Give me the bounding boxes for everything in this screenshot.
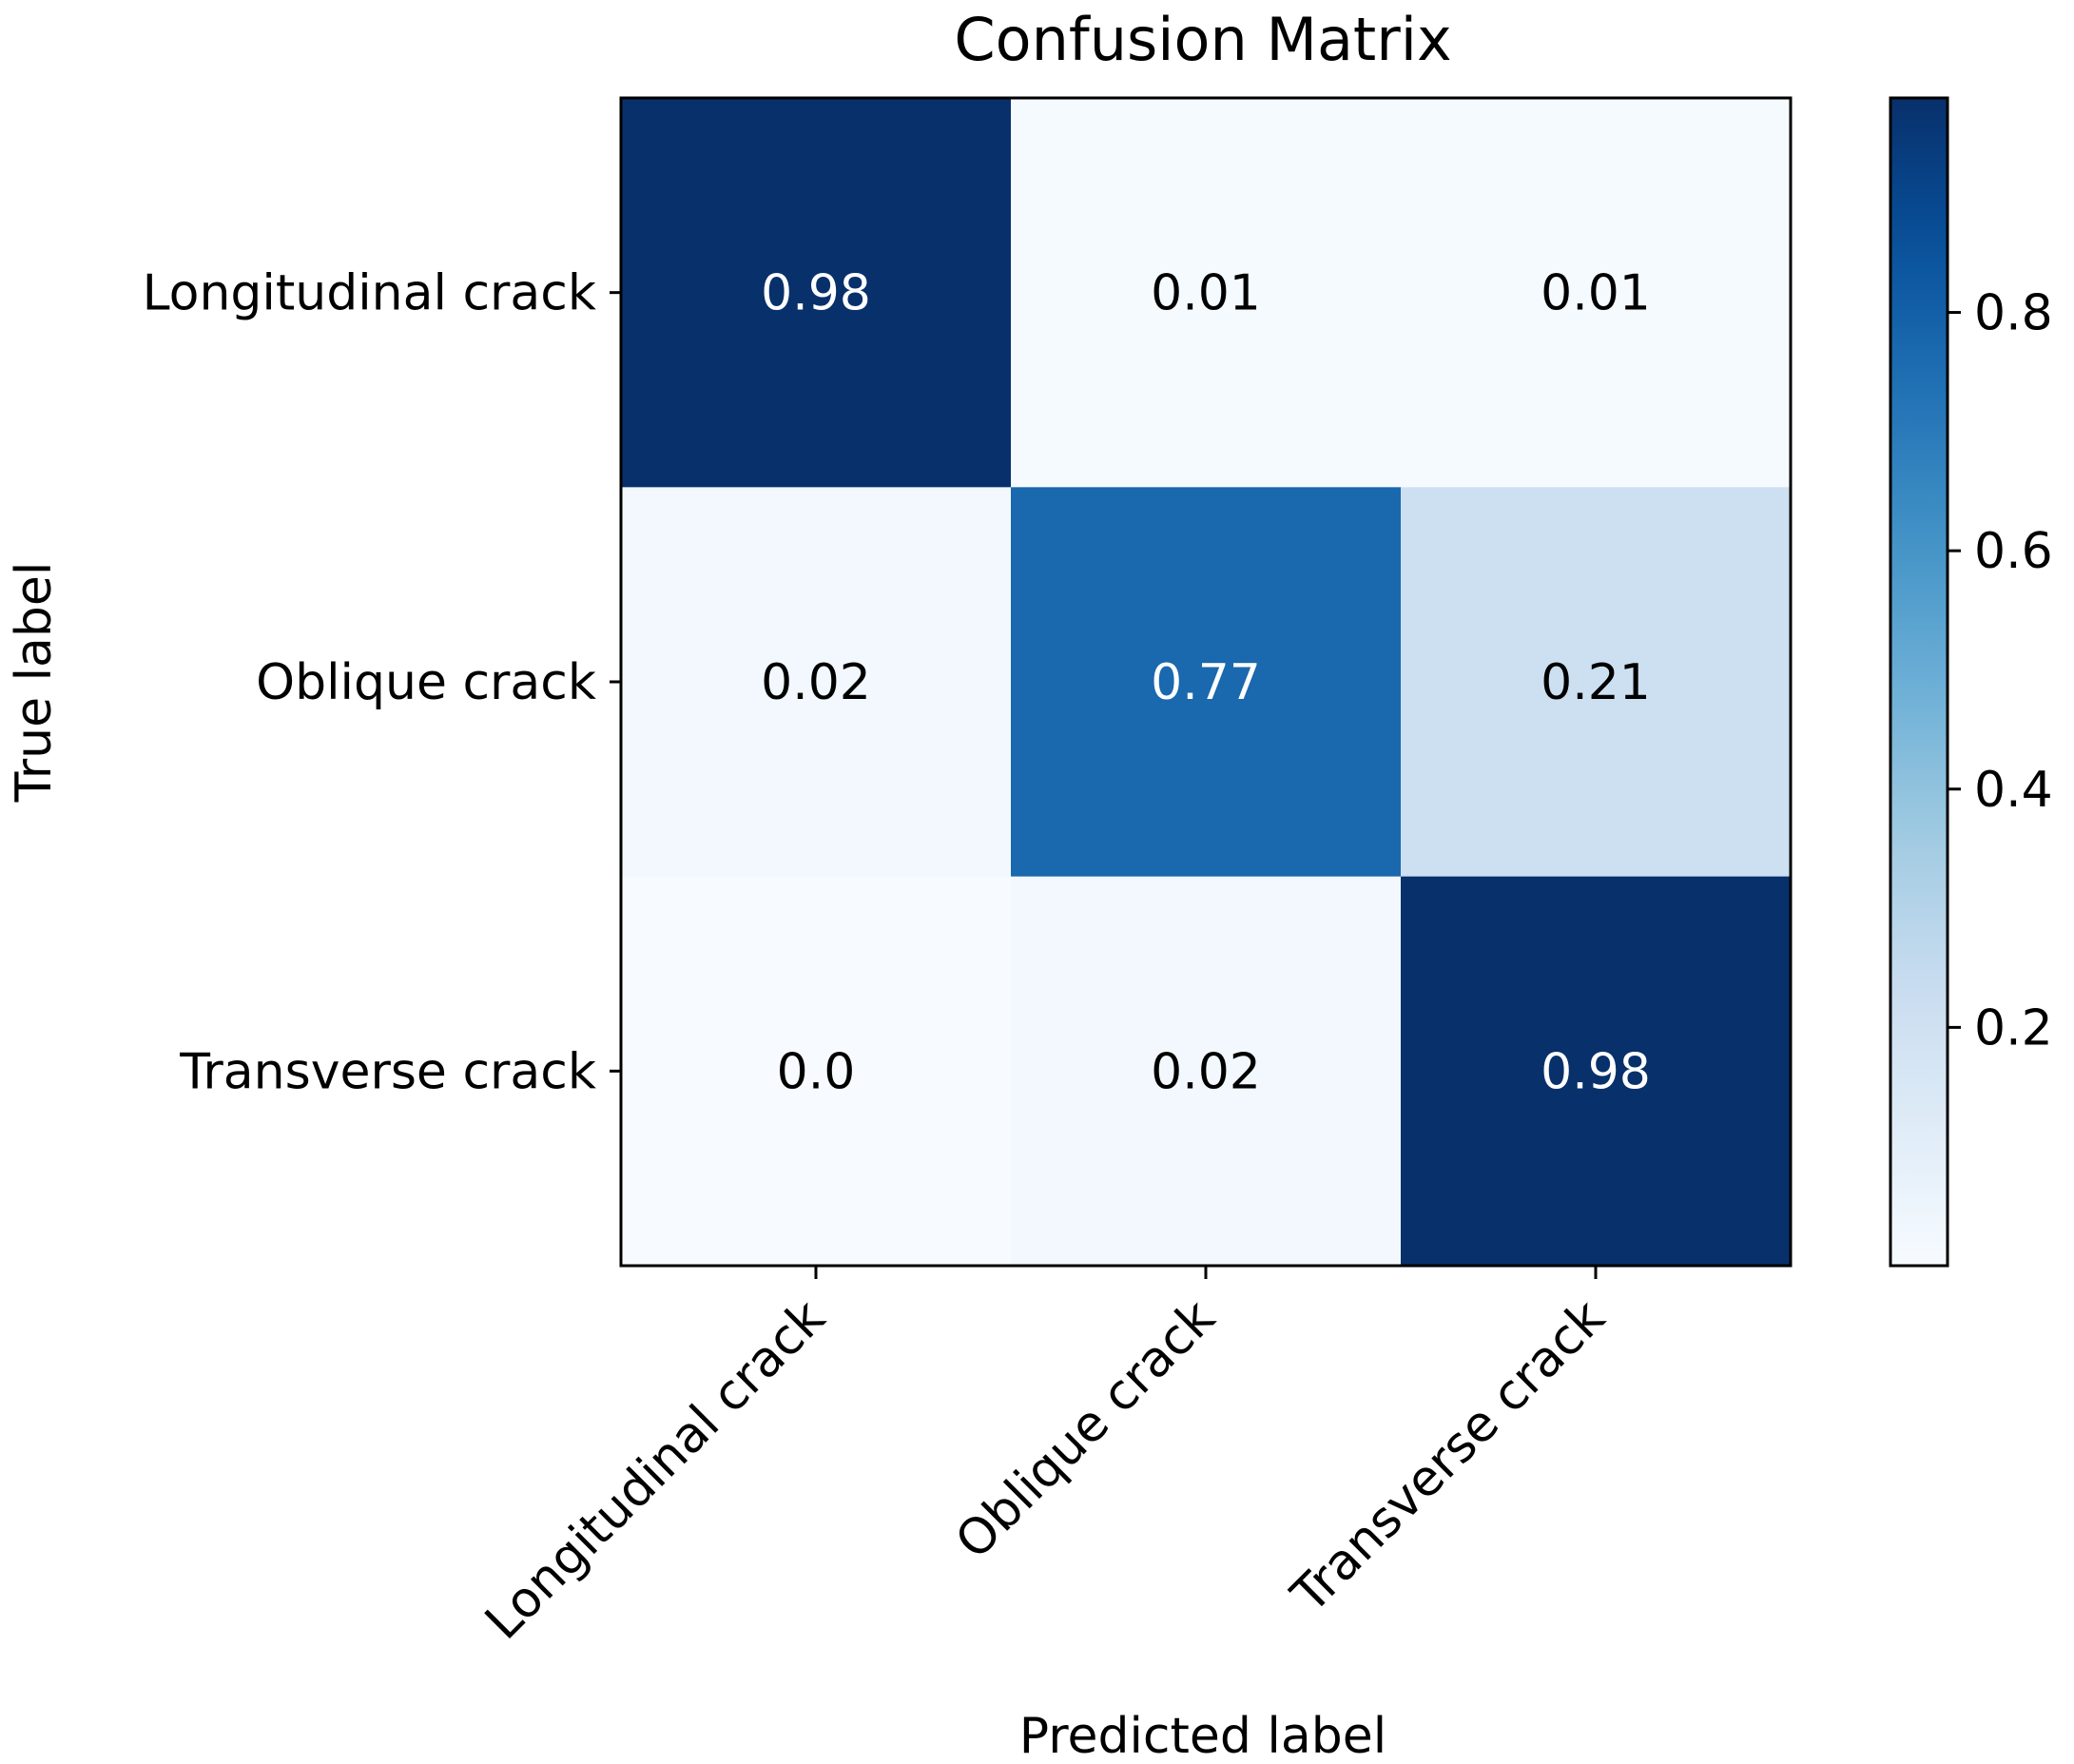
y-tick-label: Longitudinal crack <box>143 265 596 322</box>
colorbar-tick-label: 0.4 <box>1974 762 2053 819</box>
cell-value-label: 0.02 <box>1151 1043 1261 1100</box>
x-axis-label: Predicted label <box>1019 1708 1386 1764</box>
heatmap-cell <box>1011 876 1402 1267</box>
cell-value-label: 0.98 <box>761 265 871 322</box>
colorbar-ticks: 0.2 0.4 0.6 0.8 <box>1948 285 2053 1056</box>
cell-value-label: 0.01 <box>1151 265 1261 322</box>
x-tick-label: Longitudinal crack <box>475 1289 836 1651</box>
y-axis-ticks: Longitudinal crack Oblique crack Transvers… <box>143 265 621 1100</box>
colorbar-tick-label: 0.8 <box>1974 285 2053 342</box>
chart-title: Confusion Matrix <box>954 5 1451 74</box>
colorbar <box>1890 98 1948 1266</box>
cell-value-label: 0.01 <box>1541 265 1651 322</box>
colorbar-tick-label: 0.2 <box>1974 999 2053 1056</box>
heatmap-cell <box>1011 487 1402 878</box>
cell-value-label: 0.98 <box>1541 1043 1651 1100</box>
heatmap-cell <box>621 98 1012 488</box>
colorbar-frame <box>1889 96 1949 1268</box>
heatmap-cell <box>1401 876 1792 1267</box>
cell-value-label: 0.21 <box>1541 654 1651 711</box>
x-axis-ticks: Longitudinal crack Oblique crack Transvers… <box>475 1266 1616 1651</box>
x-tick-label: Transverse crack <box>1281 1289 1617 1625</box>
heatmap-cell <box>1011 98 1402 488</box>
cell-value-label: 0.77 <box>1151 654 1261 711</box>
heatmap-cell <box>1401 98 1792 488</box>
heatmap-cell <box>621 487 1012 878</box>
y-axis-label: True label <box>6 562 63 804</box>
cell-value-label: 0.02 <box>761 654 871 711</box>
colorbar-tick-label: 0.6 <box>1974 523 2053 580</box>
cell-value-label: 0.0 <box>777 1043 856 1100</box>
heatmap-cell <box>621 876 1012 1267</box>
heatmap-cell <box>1401 487 1792 878</box>
heatmap-cell-labels: 0.98 0.01 0.01 0.02 0.77 0.21 0.0 0.02 0.98 <box>761 265 1651 1101</box>
y-tick-label: Transverse crack <box>179 1043 596 1100</box>
heatmap-cells <box>621 98 1792 1267</box>
y-tick-label: Oblique crack <box>256 654 596 711</box>
x-tick-label: Oblique crack <box>945 1289 1226 1570</box>
